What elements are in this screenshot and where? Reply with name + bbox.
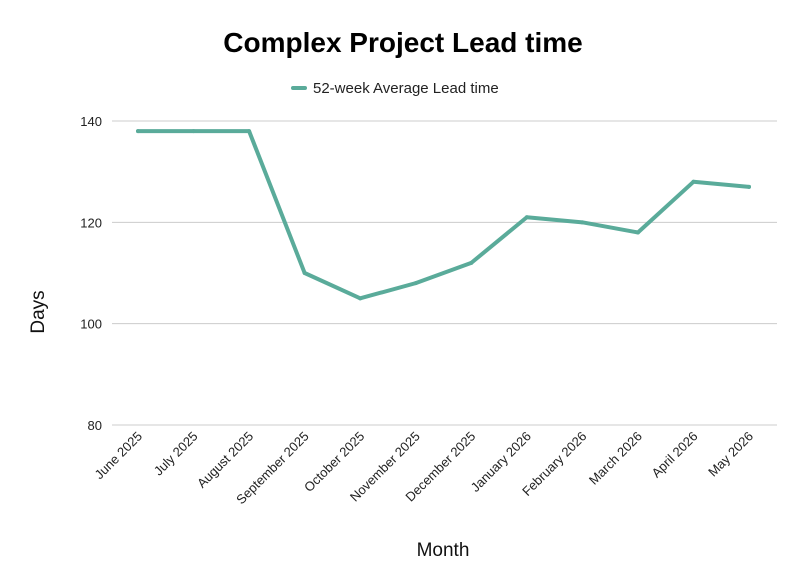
data-point: [247, 129, 252, 134]
series-line: [136, 129, 751, 301]
data-point: [191, 129, 196, 134]
data-point: [747, 184, 751, 189]
y-tick-label: 120: [80, 215, 102, 230]
data-point: [413, 281, 418, 286]
series-layer: [136, 129, 751, 301]
y-axis-ticks: 80 100 120 140: [80, 114, 102, 433]
legend-label: 52-week Average Lead time: [313, 80, 499, 97]
x-tick-label: March 2026: [586, 429, 645, 488]
x-axis-title: Month: [417, 540, 470, 561]
x-tick-label: April 2026: [649, 429, 701, 481]
y-tick-label: 80: [88, 418, 102, 433]
y-tick-label: 100: [80, 317, 102, 332]
y-tick-label: 140: [80, 114, 102, 129]
data-point: [302, 271, 307, 275]
data-point: [635, 230, 640, 235]
data-point: [691, 179, 696, 184]
x-tick-label: June 2025: [92, 429, 146, 483]
data-point: [469, 260, 474, 265]
chart-title: Complex Project Lead time: [223, 27, 582, 58]
y-axis-title: Days: [28, 290, 49, 333]
x-tick-label: May 2026: [705, 429, 756, 480]
data-point: [524, 215, 529, 220]
x-tick-label: July 2025: [151, 429, 201, 479]
data-point: [358, 296, 363, 301]
legend: 52-week Average Lead time: [291, 80, 499, 97]
gridlines: [112, 120, 777, 426]
data-point: [580, 220, 585, 225]
data-point: [136, 129, 140, 134]
